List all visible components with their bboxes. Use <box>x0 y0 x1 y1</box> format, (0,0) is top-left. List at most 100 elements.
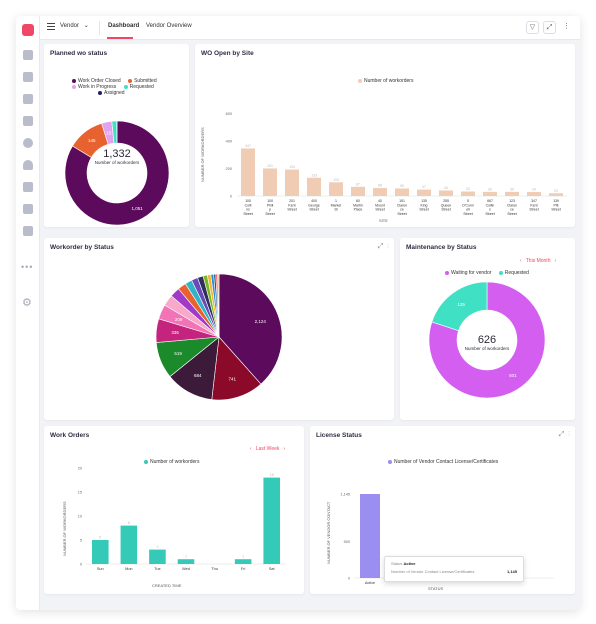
y-tick-label: 15 <box>78 491 82 495</box>
more-options-icon[interactable]: ⋮ <box>568 431 570 438</box>
chevron-left-icon[interactable]: ‹ <box>250 446 252 452</box>
bar <box>373 188 387 196</box>
card-tools: ⤢ ⋮ <box>378 243 389 251</box>
period-label[interactable]: This Month <box>525 258 551 264</box>
x-tick-label: Street <box>529 208 538 212</box>
bar <box>177 559 195 564</box>
sidebar-settings-gear-icon[interactable]: ⚙ <box>22 297 32 309</box>
bar-data-label: 193 <box>289 165 295 169</box>
chevron-left-icon[interactable]: ‹ <box>520 258 522 264</box>
maintenance-donut-chart: 501 125 <box>428 281 546 399</box>
legend-item[interactable]: Waiting for vendor <box>445 270 491 276</box>
planned-donut-chart: 1,051 145 15 <box>64 120 170 226</box>
bar <box>149 549 166 564</box>
x-tick-label: Colli <box>245 203 252 207</box>
legend-item[interactable]: Submitted <box>128 78 157 84</box>
card-workorder-by-status: Workorder by Status ⤢ ⋮ 2,124 741 684 519 33… <box>44 238 394 420</box>
x-tick-label: 40 <box>378 199 382 203</box>
bar-data-label: 40 <box>444 186 448 190</box>
sidebar-reports-icon[interactable] <box>23 204 33 214</box>
legend-item[interactable]: Number of workorders <box>144 459 199 465</box>
chevron-right-icon[interactable]: › <box>283 446 286 452</box>
x-tick-label: Street <box>507 212 516 216</box>
sidebar-workorder-icon[interactable] <box>23 50 33 60</box>
sidebar-more-icon[interactable]: ••• <box>21 262 34 272</box>
legend-item[interactable]: Work in Progress <box>72 84 116 90</box>
x-tick-label: Phili <box>267 203 274 207</box>
chart-tooltip: Status Active Number of Vendor Contact L… <box>384 556 524 582</box>
slice-data-label: 741 <box>229 377 237 382</box>
expand-icon[interactable]: ⤢ <box>543 21 556 34</box>
sidebar-sort-icon[interactable] <box>23 226 33 236</box>
card-planned-wo-status: Planned wo status Work Order Closed Subm… <box>44 44 189 227</box>
bar <box>439 190 453 196</box>
x-tick-label: Martin <box>353 203 363 207</box>
x-tick-label: ce <box>510 208 514 212</box>
x-tick-label: George <box>308 203 320 207</box>
sidebar-calendar-icon[interactable] <box>23 94 33 104</box>
legend-swatch <box>128 78 133 83</box>
x-tick-label: O'Conn <box>462 203 474 207</box>
y-tick-label: 200 <box>226 167 232 171</box>
app-logo-icon[interactable] <box>22 24 34 36</box>
bar-data-label: 201 <box>267 164 273 168</box>
vendor-dropdown[interactable]: Vendor ⌄ <box>60 22 89 29</box>
slice-data-label: 125 <box>457 302 465 307</box>
tab-dashboard[interactable]: Dashboard <box>108 23 140 29</box>
legend-swatch <box>144 459 148 464</box>
bar <box>329 182 343 196</box>
sidebar-document-icon[interactable] <box>23 116 33 126</box>
legend-label: Work in Progress <box>78 84 117 90</box>
x-tick-label: Street <box>551 208 560 212</box>
card-title: License Status <box>316 432 362 439</box>
period-label[interactable]: Last Week <box>255 446 280 452</box>
legend-item[interactable]: Number of Vendor Contact License/Certifi… <box>388 459 498 465</box>
donut-center-label: 626 Number of workorders <box>452 334 522 351</box>
more-options-icon[interactable]: ⋮ <box>387 243 389 250</box>
sidebar-invoice-icon[interactable] <box>23 182 33 192</box>
y-tick-label: 1,145 <box>340 493 350 497</box>
y-tick-label: 400 <box>226 140 232 144</box>
legend-item[interactable]: Requested <box>123 84 154 90</box>
bar-data-label: 133 <box>311 173 317 177</box>
bar <box>417 189 431 196</box>
y-tick-label: 0 <box>80 563 82 567</box>
wo-by-site-bar-chart: 0200400600347100CollinsStreet201100Phili… <box>226 112 567 216</box>
more-options-icon[interactable]: ⋮ <box>560 21 573 34</box>
menu-hamburger-icon[interactable] <box>47 23 55 31</box>
bar <box>263 477 280 564</box>
slice-data-label: 2,124 <box>255 319 267 324</box>
sidebar-gallery-icon[interactable] <box>23 72 33 82</box>
bar <box>285 169 299 196</box>
tooltip-status-value: Active <box>403 561 416 566</box>
card-title: Work Orders <box>50 432 90 439</box>
period-selector: ‹ This Month › <box>520 258 556 264</box>
filter-icon[interactable]: ▽ <box>526 21 539 34</box>
slice-data-label: 1,051 <box>131 206 143 211</box>
legend-item[interactable]: Assigned <box>98 90 125 96</box>
vendor-dropdown-label: Vendor <box>60 23 80 29</box>
x-tick-label: 135 <box>421 199 427 203</box>
legend-item[interactable]: Requested <box>498 270 529 276</box>
legend-label: Number of Vendor Contact License/Certifi… <box>394 459 499 465</box>
sidebar: ••• ⚙ <box>16 16 40 610</box>
x-axis-title: STATUS <box>428 586 444 591</box>
card-maintenance-by-status: Maintenance by Status ‹ This Month › Wai… <box>400 238 575 420</box>
x-axis-title: CREATED TIME <box>152 583 182 588</box>
legend-swatch <box>72 78 76 83</box>
bar <box>241 148 255 196</box>
tab-vendor-overview[interactable]: Vendor Overview <box>146 23 192 29</box>
bar-data-label: 8 <box>128 521 130 525</box>
expand-icon[interactable]: ⤢ <box>558 431 565 438</box>
tooltip-status-label: Status <box>391 561 403 566</box>
chevron-right-icon[interactable]: › <box>554 258 557 264</box>
sidebar-contacts-icon[interactable] <box>23 160 33 170</box>
x-tick-label: Street <box>463 212 472 216</box>
legend-item[interactable]: Number of workorders <box>358 78 413 84</box>
sidebar-user-icon[interactable] <box>23 138 33 148</box>
x-tick-label: Street <box>287 208 296 212</box>
legend-item[interactable]: Work Order Closed <box>72 78 121 84</box>
donut-center-value: 1,332 <box>103 148 131 160</box>
expand-icon[interactable]: ⤢ <box>377 243 384 250</box>
slice-data-label: 15 <box>106 130 112 135</box>
